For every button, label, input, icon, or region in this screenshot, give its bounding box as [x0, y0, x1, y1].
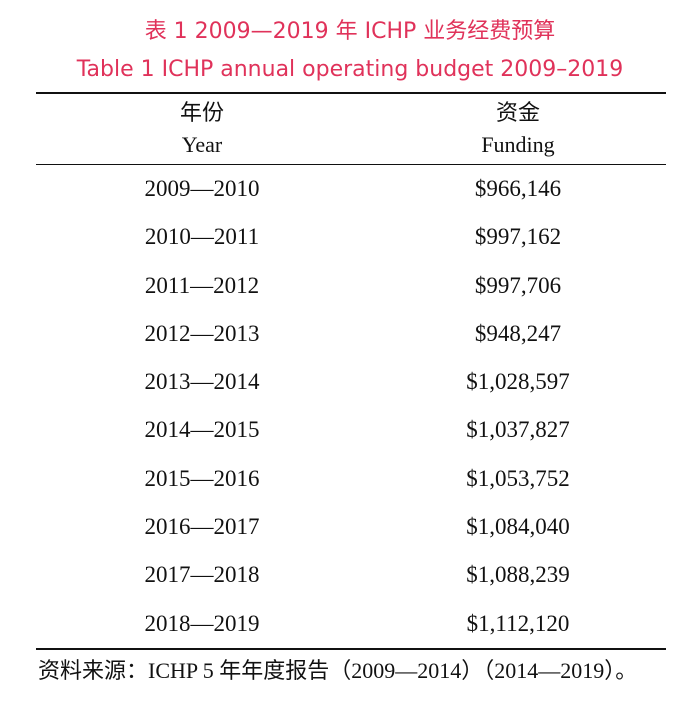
- funding-cell: $966,146: [474, 176, 562, 201]
- year-cell: 2010—2011: [144, 224, 260, 250]
- table-header-rule: [36, 164, 666, 165]
- table-row: 2012—2013 $948,247: [0, 310, 700, 358]
- funding-cell: $1,053,752: [466, 465, 570, 491]
- table-row: 2018—2019 $1,112,120: [0, 600, 700, 648]
- funding-cell: $1,037,827: [466, 417, 570, 443]
- year-cell: 2013—2014: [144, 369, 260, 395]
- year-cell: 2009—2010: [144, 176, 260, 201]
- year-cell: 2012—2013: [144, 320, 260, 346]
- funding-cell: $1,084,040: [466, 514, 570, 540]
- year-cell: 2014—2015: [144, 417, 260, 443]
- table-row: 2013—2014 $1,028,597: [0, 358, 700, 406]
- column-header-funding-cn: 资金: [495, 100, 540, 125]
- year-cell: 2016—2017: [144, 514, 260, 540]
- funding-cell: $1,112,120: [466, 610, 570, 636]
- table-row: 2017—2018 $1,088,239: [0, 551, 700, 599]
- column-header-funding-en: Funding: [481, 132, 555, 157]
- funding-cell: $997,706: [474, 272, 562, 298]
- year-cell: 2017—2018: [144, 562, 260, 588]
- table-row: 2009—2010 $966,146: [0, 165, 700, 213]
- table-row: 2015—2016 $1,053,752: [0, 455, 700, 503]
- table-body: 2009—2010 $966,146 2010—2011 $997,162 20…: [0, 165, 700, 648]
- year-cell: 2015—2016: [144, 465, 260, 491]
- funding-cell: $997,162: [474, 224, 562, 250]
- table-row: 2016—2017 $1,084,040: [0, 503, 700, 551]
- column-header-year-en: Year: [181, 132, 223, 157]
- funding-cell: $948,247: [474, 320, 562, 346]
- funding-cell: $1,028,597: [466, 369, 570, 395]
- table-row: 2010—2011 $997,162: [0, 213, 700, 261]
- column-header-year-cn: 年份: [179, 100, 224, 125]
- funding-cell: $1,088,239: [466, 562, 570, 588]
- source-note: 资料来源：ICHP 5 年年度报告（2009—2014）（2014—2019）。: [38, 658, 638, 683]
- year-cell: 2018—2019: [144, 610, 260, 636]
- table-title-chinese: 表 1 2009—2019 年 ICHP 业务经费预算: [144, 19, 556, 44]
- table-row: 2011—2012 $997,706: [0, 262, 700, 310]
- table-row: 2014—2015 $1,037,827: [0, 406, 700, 454]
- table-bottom-rule: [36, 648, 666, 650]
- table-top-rule: [36, 92, 666, 94]
- table-title-english: Table 1 ICHP annual operating budget 200…: [76, 57, 624, 82]
- year-cell: 2011—2012: [144, 272, 260, 298]
